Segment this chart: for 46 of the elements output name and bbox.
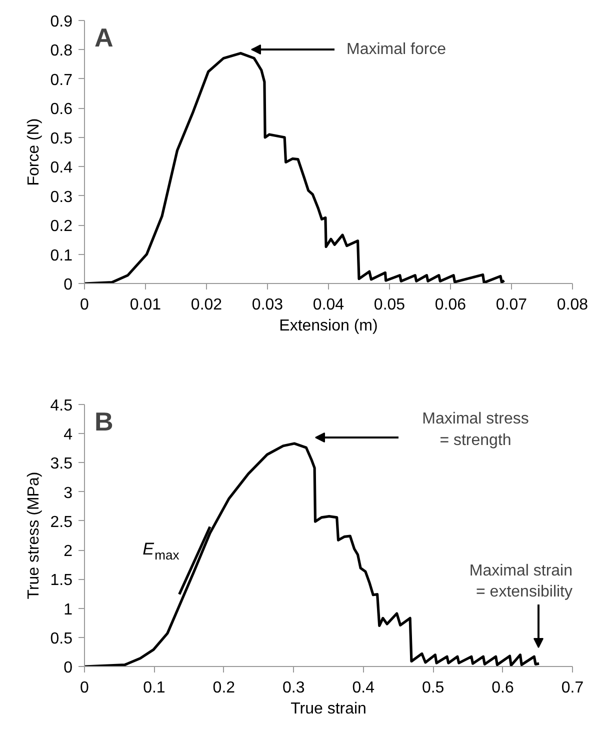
y-tick-label: 0.4: [50, 160, 73, 177]
y-tick-label: 3: [64, 484, 73, 502]
y-tick-label: 4.5: [50, 398, 73, 414]
y-axis-title: Force (N): [25, 118, 42, 186]
chart-title: B: [94, 406, 114, 436]
x-tick-label: 0.07: [496, 296, 528, 314]
x-tick-label: 0.01: [130, 296, 162, 314]
annotation: Maximal force: [346, 41, 446, 58]
x-tick-label: 0.5: [422, 680, 444, 696]
x-tick-label: 0.2: [212, 680, 236, 696]
x-tick-label: 0.03: [252, 296, 284, 314]
x-tick-label: 0: [80, 296, 90, 314]
x-tick-label: 0.3: [282, 680, 305, 696]
y-tick-label: 0.6: [50, 101, 73, 118]
x-tick-label: 0.7: [561, 680, 584, 696]
x-tick-label: 0.06: [434, 296, 466, 314]
y-tick-label: 2.5: [50, 514, 73, 531]
x-tick-label: 0.05: [374, 296, 406, 314]
y-tick-label: 0.8: [50, 42, 73, 60]
y-tick-label: 0.7: [50, 72, 73, 89]
x-tick-label: 0.1: [143, 680, 166, 696]
y-tick-label: 0.9: [50, 14, 73, 30]
y-tick-label: 4: [64, 426, 73, 444]
y-tick-label: 0.5: [50, 630, 73, 648]
x-tick-label: 0.08: [556, 296, 588, 314]
x-tick-label: 0.04: [312, 296, 344, 314]
y-tick-label: 1: [64, 601, 73, 618]
x-axis-title: True strain: [290, 700, 366, 718]
y-tick-label: 0: [64, 276, 73, 294]
y-tick-label: 3.5: [50, 456, 73, 473]
y-tick-label: 0.2: [50, 218, 73, 236]
y-axis-title: True stress (MPa): [25, 472, 42, 600]
x-tick-label: 0.02: [190, 296, 222, 314]
annotation: Maximal strain = extensibility: [469, 562, 573, 600]
y-tick-label: 1.5: [50, 572, 73, 590]
chart-title: A: [94, 22, 114, 52]
y-tick-label: 0: [64, 660, 73, 676]
x-axis-title: Extension (m): [279, 318, 378, 334]
x-tick-label: 0.4: [352, 680, 375, 696]
x-tick-label: 0.6: [492, 680, 514, 696]
y-tick-label: 0.5: [50, 130, 73, 148]
y-tick-label: 0.1: [50, 247, 73, 264]
y-tick-label: 0.3: [50, 188, 73, 206]
y-tick-label: 2: [64, 543, 73, 560]
annotation: Maximal stress = strength: [422, 410, 529, 449]
x-tick-label: 0: [80, 680, 90, 696]
